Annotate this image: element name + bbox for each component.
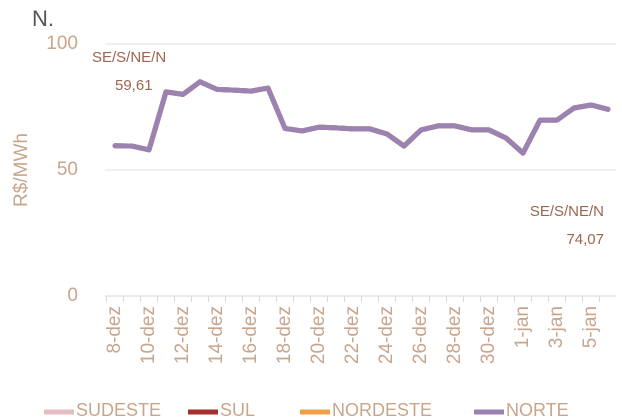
legend-label: NORTE xyxy=(506,400,569,418)
x-tick-label: 24-dez xyxy=(376,306,397,364)
annotation-label: SE/S/NE/N xyxy=(92,49,166,66)
x-tick-label: 3-jan xyxy=(546,306,567,348)
x-tick-label: 8-dez xyxy=(104,306,125,354)
legend-label: SUL xyxy=(220,400,255,418)
x-tick-label: 22-dez xyxy=(342,306,363,364)
x-tick-label: 10-dez xyxy=(138,306,159,364)
y-tick-label: 100 xyxy=(46,33,78,54)
x-tick-label: 12-dez xyxy=(172,306,193,364)
x-tick-label: 28-dez xyxy=(444,306,465,364)
x-tick-label: 30-dez xyxy=(478,306,499,364)
annotation-value: 74,07 xyxy=(566,231,604,248)
annotation-label: SE/S/NE/N xyxy=(530,203,604,220)
y-axis-label: R$/MWh xyxy=(11,133,32,207)
x-tick-label: 1-jan xyxy=(512,306,533,348)
y-tick-label: 50 xyxy=(57,159,78,180)
annotation-value: 59,61 xyxy=(115,77,153,94)
y-tick-label: 0 xyxy=(67,285,78,306)
x-tick-label: 18-dez xyxy=(274,306,295,364)
x-tick-label: 20-dez xyxy=(308,306,329,364)
x-tick-label: 16-dez xyxy=(240,306,261,364)
legend-label: NORDESTE xyxy=(332,400,432,418)
series-line xyxy=(112,79,611,156)
x-tick-label: 14-dez xyxy=(206,306,227,364)
chart-title: N. xyxy=(32,6,54,31)
legend-label: SUDESTE xyxy=(76,400,161,418)
x-tick-label: 5-jan xyxy=(580,306,601,348)
x-tick-label: 26-dez xyxy=(410,306,431,364)
